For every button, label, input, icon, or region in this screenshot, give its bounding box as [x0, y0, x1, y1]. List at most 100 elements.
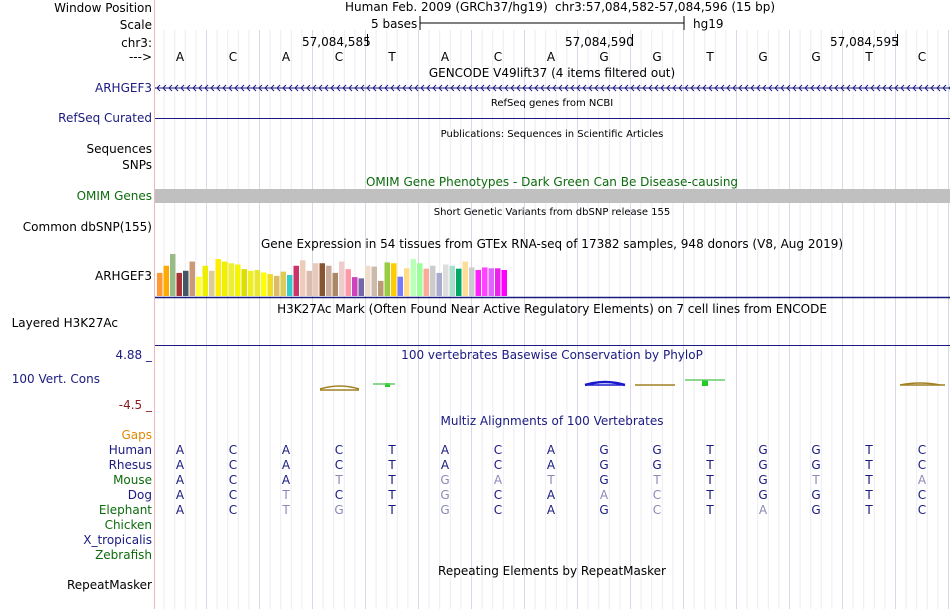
alignment-base: T	[865, 503, 873, 517]
strand-chevron	[258, 84, 263, 92]
coord-label-3: 57,084,595	[830, 35, 899, 49]
alignment-base: G	[652, 443, 662, 457]
label-cons-max: 4.88 _	[115, 348, 152, 362]
strand-chevron	[642, 84, 647, 92]
strand-chevron	[750, 84, 755, 92]
strand-chevron	[852, 84, 857, 92]
strand-chevron	[666, 84, 671, 92]
alignment-base: C	[917, 488, 927, 502]
strand-chevron	[864, 84, 869, 92]
gtex-tissue-bar	[319, 263, 325, 296]
reference-base: G	[652, 50, 662, 64]
gtex-tissue-bar	[228, 263, 234, 296]
refseq-gene-line[interactable]	[155, 118, 950, 119]
strand-chevron	[552, 84, 557, 92]
label-gtex-arhgef3[interactable]: ARHGEF3	[95, 269, 152, 283]
omim-gene-bar[interactable]	[155, 189, 950, 203]
strand-chevron	[738, 84, 743, 92]
strand-chevron	[570, 84, 575, 92]
alignment-base: T	[388, 488, 396, 502]
strand-chevron	[486, 84, 491, 92]
label-sequences[interactable]: Sequences	[86, 142, 152, 156]
strand-chevron	[408, 84, 413, 92]
label-snps[interactable]: SNPs	[122, 158, 152, 172]
alignment-base: A	[917, 473, 927, 487]
panel-separator	[154, 0, 155, 609]
strand-chevron	[174, 84, 179, 92]
gtex-expression-chart[interactable]	[155, 250, 950, 300]
reference-base: C	[493, 50, 503, 64]
gtex-tissue-bar	[456, 268, 462, 296]
alignment-base: G	[758, 443, 768, 457]
gtex-tissue-bar	[339, 261, 345, 296]
strand-chevron	[882, 84, 887, 92]
gtex-tissue-bar	[248, 270, 254, 296]
strand-chevron	[456, 84, 461, 92]
gtex-tissue-bar	[332, 272, 338, 296]
strand-chevron	[450, 84, 455, 92]
gtex-tissue-bar	[254, 269, 260, 296]
scale-bar	[419, 16, 685, 30]
alignment-base: G	[599, 458, 609, 472]
label-species-chicken: Chicken	[104, 518, 152, 532]
gtex-tissue-bar	[306, 270, 312, 296]
gtex-tissue-bar	[404, 268, 410, 296]
gtex-tissue-bar	[274, 275, 280, 296]
reference-base: G	[811, 50, 821, 64]
strand-chevron	[510, 84, 515, 92]
phylop-conservation-plot[interactable]	[155, 370, 950, 400]
strand-chevron	[270, 84, 275, 92]
publications-track-title: Publications: Sequences in Scientific Ar…	[440, 129, 664, 140]
strand-chevron	[888, 84, 893, 92]
gtex-tissue-bar	[215, 259, 221, 296]
label-common-dbsnp[interactable]: Common dbSNP(155)	[22, 220, 152, 234]
strand-chevron	[834, 84, 839, 92]
label-100-vert-cons[interactable]: 100 Vert. Cons	[11, 372, 100, 386]
gtex-tissue-bar	[436, 272, 442, 296]
strand-chevron	[180, 84, 185, 92]
strand-chevron	[372, 84, 377, 92]
label-refseq-curated[interactable]: RefSeq Curated	[58, 111, 152, 125]
position-readout: chr3:57,084,582-57,084,596 (15 bp)	[555, 0, 776, 14]
alignment-base: A	[546, 488, 556, 502]
track-display-area[interactable]: Human Feb. 2009 (GRCh37/hg19) chr3:57,08…	[155, 0, 950, 609]
label-layered-h3k27ac[interactable]: Layered H3K27Ac	[11, 316, 118, 330]
strand-chevron	[498, 84, 503, 92]
gtex-tissue-bar	[384, 262, 390, 296]
strand-chevron	[858, 84, 863, 92]
strand-chevron	[678, 84, 683, 92]
gtex-tissue-bar	[313, 263, 319, 296]
label-arhgef3-gencode[interactable]: ARHGEF3	[95, 81, 152, 95]
alignment-base: C	[917, 443, 927, 457]
strand-chevron	[564, 84, 569, 92]
alignment-base: C	[334, 458, 344, 472]
gtex-tissue-bar	[397, 276, 403, 296]
gtex-tissue-bar	[449, 265, 455, 296]
gtex-tissue-bar	[176, 272, 182, 296]
gtex-tissue-bar	[261, 272, 267, 296]
label-arrow: --->	[128, 50, 152, 64]
strand-chevron	[594, 84, 599, 92]
strand-chevron	[396, 84, 401, 92]
alignment-base: G	[758, 458, 768, 472]
gtex-tissue-bar	[267, 274, 273, 296]
alignment-base: T	[865, 458, 873, 472]
strand-chevron	[198, 84, 203, 92]
alignment-base: T	[812, 473, 820, 487]
strand-chevron	[234, 84, 239, 92]
gencode-gene-line[interactable]	[155, 82, 950, 94]
strand-chevron	[294, 84, 299, 92]
alignment-base: A	[175, 443, 185, 457]
strand-chevron	[720, 84, 725, 92]
gtex-tissue-bar	[501, 269, 507, 296]
strand-chevron	[600, 84, 605, 92]
strand-chevron	[660, 84, 665, 92]
label-omim-genes[interactable]: OMIM Genes	[76, 189, 152, 203]
alignment-base: C	[493, 458, 503, 472]
strand-chevron	[612, 84, 617, 92]
strand-chevron	[810, 84, 815, 92]
gtex-tissue-bar	[371, 266, 377, 296]
scale-text: 5 bases	[371, 17, 418, 31]
strand-chevron	[906, 84, 911, 92]
label-repeatmasker[interactable]: RepeatMasker	[66, 578, 152, 592]
